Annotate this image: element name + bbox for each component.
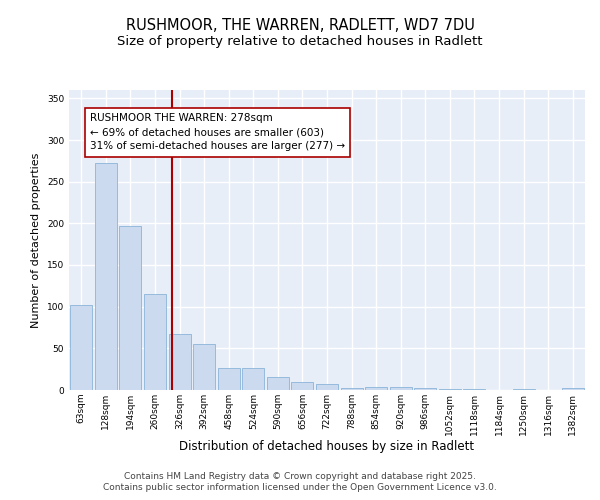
X-axis label: Distribution of detached houses by size in Radlett: Distribution of detached houses by size … <box>179 440 475 454</box>
Text: Contains HM Land Registry data © Crown copyright and database right 2025.
Contai: Contains HM Land Registry data © Crown c… <box>103 472 497 492</box>
Bar <box>70 305 92 390</box>
Bar <box>389 386 412 390</box>
Bar <box>218 368 240 390</box>
Bar <box>144 294 166 390</box>
Y-axis label: Number of detached properties: Number of detached properties <box>31 152 41 328</box>
Bar <box>242 368 265 390</box>
Bar <box>193 344 215 390</box>
Bar <box>512 389 535 390</box>
Text: Size of property relative to detached houses in Radlett: Size of property relative to detached ho… <box>117 35 483 48</box>
Bar <box>267 376 289 390</box>
Text: RUSHMOOR, THE WARREN, RADLETT, WD7 7DU: RUSHMOOR, THE WARREN, RADLETT, WD7 7DU <box>125 18 475 32</box>
Bar <box>562 388 584 390</box>
Bar <box>341 388 362 390</box>
Text: RUSHMOOR THE WARREN: 278sqm
← 69% of detached houses are smaller (603)
31% of se: RUSHMOOR THE WARREN: 278sqm ← 69% of det… <box>90 114 345 152</box>
Bar <box>169 334 191 390</box>
Bar <box>463 389 485 390</box>
Bar <box>439 389 461 390</box>
Bar <box>119 226 142 390</box>
Bar <box>414 388 436 390</box>
Bar <box>292 382 313 390</box>
Bar <box>365 386 387 390</box>
Bar <box>316 384 338 390</box>
Bar <box>95 164 117 390</box>
